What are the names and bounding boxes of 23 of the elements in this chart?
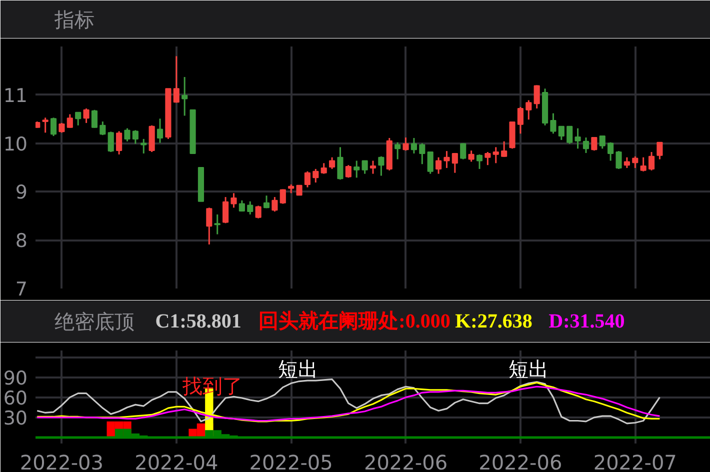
text: 回头就在阑珊处:0.000 bbox=[258, 310, 450, 332]
y-tick-label: 9 bbox=[15, 182, 28, 204]
y-tick-label: 60 bbox=[3, 387, 28, 410]
text: C1:58.801 bbox=[155, 310, 242, 332]
chart-title: 绝密底顶 bbox=[54, 310, 135, 334]
annotation: 找到了 bbox=[181, 374, 242, 398]
y-tick-label: 10 bbox=[3, 133, 28, 156]
x-tick-label: 2022-07 bbox=[593, 450, 677, 472]
x-tick-label: 2022-04 bbox=[134, 450, 218, 472]
x-tick-label: 2022-06 bbox=[364, 450, 448, 472]
chart-title: 指标 bbox=[54, 8, 95, 32]
x-tick-label: 2022-06 bbox=[478, 450, 562, 472]
text: K:27.638 bbox=[455, 310, 532, 332]
y-tick-label: 90 bbox=[3, 367, 28, 390]
x-tick-label: 2022-03 bbox=[20, 450, 104, 472]
y-tick-label: 8 bbox=[15, 230, 28, 252]
x-tick-label: 2022-05 bbox=[249, 450, 333, 472]
annotation: 短出 bbox=[508, 357, 548, 382]
y-tick-label: 7 bbox=[15, 278, 28, 300]
annotation: 短出 bbox=[278, 357, 318, 382]
y-tick-label: 30 bbox=[3, 407, 28, 430]
y-tick-label: 11 bbox=[3, 84, 28, 107]
text: D:31.540 bbox=[548, 310, 625, 332]
